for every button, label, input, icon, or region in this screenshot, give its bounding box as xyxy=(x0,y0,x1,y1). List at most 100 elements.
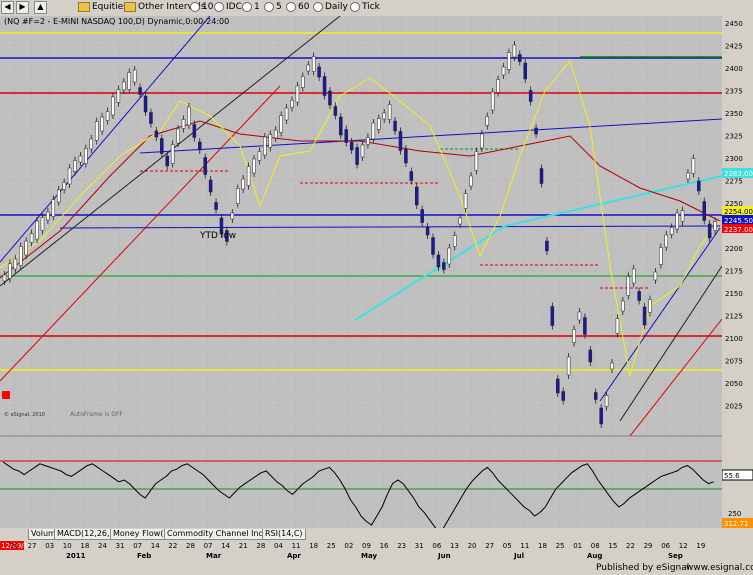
candle-body xyxy=(127,72,132,90)
interval-60-label: 60 xyxy=(298,2,310,12)
yellow-moving-average xyxy=(0,59,721,377)
candle-body xyxy=(349,141,354,151)
price-chart[interactable]: YTD low (NQ #F=2 - E-MINI NASDAQ 100,D) … xyxy=(0,16,722,548)
candle-body xyxy=(29,233,34,243)
published-by-label: Published by eSignal xyxy=(596,563,690,573)
candle-body xyxy=(78,155,83,163)
candle-body xyxy=(480,133,484,149)
rsi-value-flag xyxy=(722,469,753,481)
date-tick-label: 03 xyxy=(45,542,54,550)
candle-body xyxy=(100,116,104,132)
start-date-label: 12/09/10 xyxy=(1,542,32,550)
horizontal-grid xyxy=(0,22,722,406)
candle-body xyxy=(436,254,441,268)
candle-body xyxy=(219,217,224,235)
price-flag-blue xyxy=(722,215,753,224)
candle-body xyxy=(252,158,256,174)
date-tick-label: 09 xyxy=(362,542,371,550)
study-tabs: Volume MACD(12,26,9,C) Money Flow(14) Co… xyxy=(0,528,722,540)
month-label: Aug xyxy=(587,552,602,560)
candle-body xyxy=(501,66,506,76)
date-tick-label: 04 xyxy=(274,542,283,550)
candle-body xyxy=(604,395,609,407)
candle-body xyxy=(702,201,706,221)
candle-body xyxy=(208,179,213,193)
candle-body xyxy=(51,199,56,217)
date-tick-label: 16 xyxy=(380,542,389,550)
candle-body xyxy=(648,299,652,313)
candle-body xyxy=(686,172,690,180)
price-tick-label: 2425 xyxy=(725,43,743,51)
candle-body xyxy=(263,136,267,156)
candle-body xyxy=(691,158,696,174)
radio-icon xyxy=(313,1,323,12)
start-date-badge xyxy=(0,541,24,550)
date-tick-label: 06 xyxy=(661,542,670,550)
interval-tick-label: Tick xyxy=(362,2,380,12)
candle-body xyxy=(257,151,262,161)
price-tick-label: 2450 xyxy=(725,20,743,28)
candle-body xyxy=(496,79,500,93)
candle-body xyxy=(273,129,278,139)
candle-body xyxy=(556,378,560,394)
equities-label: Equities xyxy=(92,2,128,12)
interval-1-option[interactable]: 1 xyxy=(242,1,260,14)
candle-body xyxy=(322,76,327,96)
candle-body xyxy=(333,106,338,116)
candle-body xyxy=(116,89,121,103)
interval-10-option[interactable]: 10 xyxy=(190,1,213,14)
candle-body xyxy=(713,221,717,231)
radio-icon xyxy=(190,1,200,12)
candle-body xyxy=(583,317,587,335)
blue-channel-upper xyxy=(0,16,211,263)
price-tick-label: 2325 xyxy=(725,133,743,141)
alert-marker xyxy=(2,391,10,399)
red-channel-aug xyxy=(629,318,722,437)
date-tick-label: 18 xyxy=(309,542,318,550)
candle-body xyxy=(149,112,153,124)
up-arrow-icon[interactable]: ▲ xyxy=(34,1,47,14)
candle-body xyxy=(659,247,663,265)
tab-rsi[interactable]: RSI(14,C) xyxy=(262,529,306,540)
rsi-line xyxy=(2,461,714,535)
candle-body xyxy=(528,90,533,102)
candle-body xyxy=(545,240,549,252)
candle-body xyxy=(67,167,72,185)
interval-5-option[interactable]: 5 xyxy=(264,1,282,14)
cyan-line-1 xyxy=(354,225,506,321)
candle-body xyxy=(84,148,88,164)
price-tick-label: 2200 xyxy=(725,245,743,253)
copyright-label: © eSignal, 2010 xyxy=(4,411,45,418)
candle-body xyxy=(588,349,593,363)
date-tick-label: 18 xyxy=(538,542,547,550)
interval-idc-option[interactable]: IDC xyxy=(214,1,242,14)
other-intervals-menu[interactable]: Other Intervals xyxy=(124,1,206,14)
candle-body xyxy=(311,56,316,72)
candle-body xyxy=(615,318,620,334)
candle-body xyxy=(8,263,12,279)
candle-body xyxy=(523,62,527,80)
nav-back-icon[interactable]: ◀ xyxy=(1,1,14,14)
month-label: Sep xyxy=(668,552,683,560)
date-tick-label: 06 xyxy=(432,542,441,550)
candle-body xyxy=(284,107,289,121)
blue-long-line xyxy=(59,225,721,229)
interval-10-label: 10 xyxy=(202,2,214,12)
red-moving-average xyxy=(0,120,721,279)
price-flag-red xyxy=(722,224,753,233)
interval-60-option[interactable]: 60 xyxy=(286,1,309,14)
interval-tick-option[interactable]: Tick xyxy=(350,1,380,14)
date-tick-label: 19 xyxy=(696,542,705,550)
candle-body xyxy=(458,217,462,225)
candle-body xyxy=(111,96,115,116)
equities-menu[interactable]: Equities xyxy=(78,1,128,14)
nav-forward-icon[interactable]: ▶ xyxy=(16,1,29,14)
interval-daily-option[interactable]: Daily xyxy=(313,1,348,14)
candle-body xyxy=(94,121,99,141)
candle-body xyxy=(295,85,300,103)
candle-body xyxy=(246,166,251,186)
date-tick-label: 13 xyxy=(450,542,459,550)
radio-icon xyxy=(286,1,296,12)
candle-body xyxy=(24,240,28,256)
price-flag-upper-label: 2283.00 xyxy=(724,170,753,178)
